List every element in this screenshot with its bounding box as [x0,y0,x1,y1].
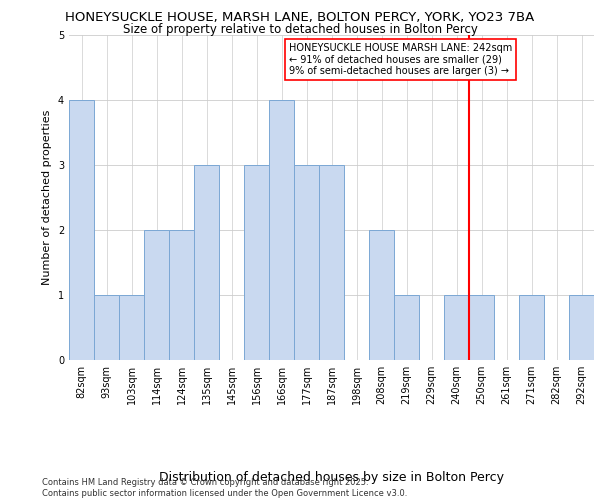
Text: HONEYSUCKLE HOUSE MARSH LANE: 242sqm
← 91% of detached houses are smaller (29)
9: HONEYSUCKLE HOUSE MARSH LANE: 242sqm ← 9… [289,43,512,76]
Bar [69,100,94,360]
Y-axis label: Number of detached properties: Number of detached properties [43,110,52,285]
Bar [169,230,194,360]
Bar [369,230,394,360]
Text: Contains HM Land Registry data © Crown copyright and database right 2025.
Contai: Contains HM Land Registry data © Crown c… [42,478,407,498]
Bar [94,295,119,360]
Bar [469,295,494,360]
Bar [144,230,169,360]
Text: Size of property relative to detached houses in Bolton Percy: Size of property relative to detached ho… [122,22,478,36]
Text: HONEYSUCKLE HOUSE, MARSH LANE, BOLTON PERCY, YORK, YO23 7BA: HONEYSUCKLE HOUSE, MARSH LANE, BOLTON PE… [65,11,535,24]
Bar [444,295,469,360]
X-axis label: Distribution of detached houses by size in Bolton Percy: Distribution of detached houses by size … [159,471,504,484]
Bar [519,295,544,360]
Bar [194,165,219,360]
Bar [394,295,419,360]
Bar [269,100,294,360]
Bar [319,165,344,360]
Bar [119,295,144,360]
Bar [244,165,269,360]
Bar [569,295,594,360]
Bar [294,165,319,360]
